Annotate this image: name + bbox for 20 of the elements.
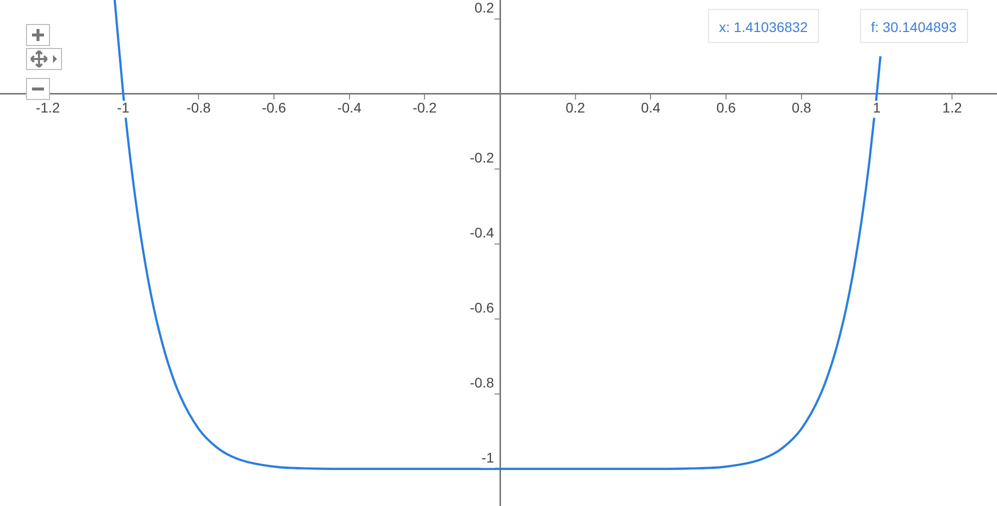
- x-tick-label: -0.8: [186, 100, 211, 116]
- annotation: f: 30.1404893: [860, 9, 968, 43]
- x-tick-label: 1: [872, 100, 881, 116]
- y-tick-label: -0.2: [470, 150, 494, 166]
- x-tick-label: 0.4: [640, 100, 661, 116]
- y-tick-label: -0.4: [470, 224, 494, 241]
- x-tick-label: -1.2: [36, 100, 60, 116]
- x-tick-label: 0.6: [716, 100, 736, 116]
- x-tick-label: -0.6: [262, 100, 286, 116]
- x-tick-label: 0.2: [566, 100, 586, 116]
- y-tick-label: -0.8: [470, 374, 494, 391]
- x-tick-label: 0.8: [792, 100, 812, 116]
- annotation: x: 1.41036832: [708, 9, 819, 43]
- x-tick-label: 1.2: [942, 100, 962, 116]
- x-tick-label: -0.2: [412, 100, 437, 116]
- y-tick-label: 0.2: [474, 0, 494, 16]
- x-tick-label: -1: [116, 100, 130, 116]
- y-tick-label: -0.6: [470, 300, 494, 316]
- y-tick-label: -1: [482, 450, 494, 466]
- x-tick-label: -0.4: [337, 100, 362, 116]
